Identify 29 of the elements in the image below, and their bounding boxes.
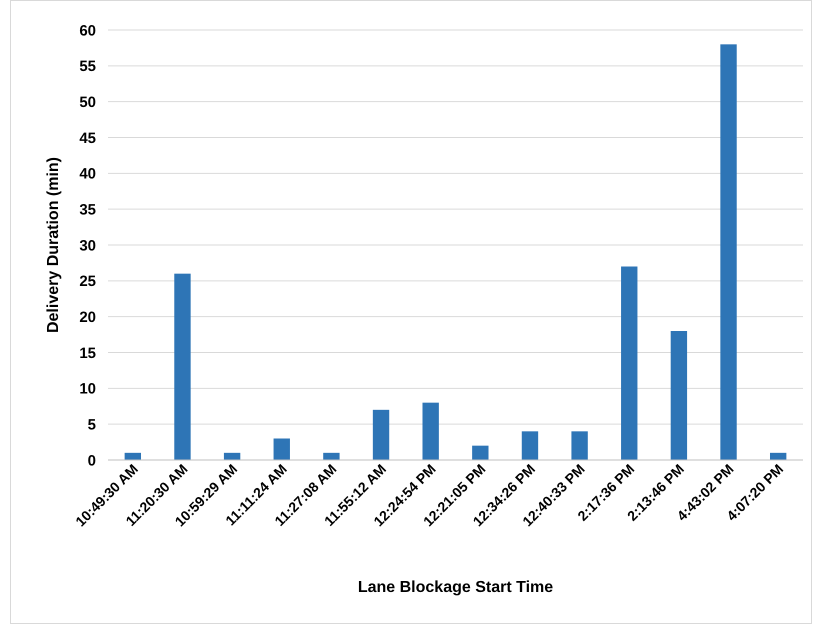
y-tick-label: 20 (79, 308, 96, 326)
bar (720, 44, 737, 460)
bar (472, 446, 489, 460)
y-tick-label: 30 (79, 237, 96, 254)
bar (422, 402, 439, 460)
y-tick-label: 45 (79, 130, 96, 147)
y-tick-label: 5 (88, 416, 96, 434)
bar (770, 452, 786, 460)
y-axis-title: Delivery Duration (min) (45, 156, 62, 334)
bar (224, 452, 240, 460)
bar (124, 452, 142, 460)
bar (621, 266, 638, 460)
y-tick-label: 25 (79, 273, 96, 290)
y-tick-label: 40 (79, 166, 96, 183)
y-tick-label: 35 (79, 201, 96, 218)
y-tick-label: 50 (79, 94, 96, 111)
x-axis-title: Lane Blockage Start Time (358, 579, 554, 596)
bar (372, 410, 390, 460)
y-tick-label: 60 (79, 22, 96, 40)
y-tick-label: 0 (88, 452, 96, 470)
y-tick-label: 55 (79, 58, 96, 76)
bar (174, 274, 191, 460)
bar (274, 438, 290, 460)
bar (670, 331, 688, 460)
y-tick-label: 15 (79, 344, 96, 362)
y-tick-label: 10 (79, 380, 96, 398)
bar (323, 452, 340, 460)
bar (571, 431, 588, 460)
bar (522, 431, 538, 460)
